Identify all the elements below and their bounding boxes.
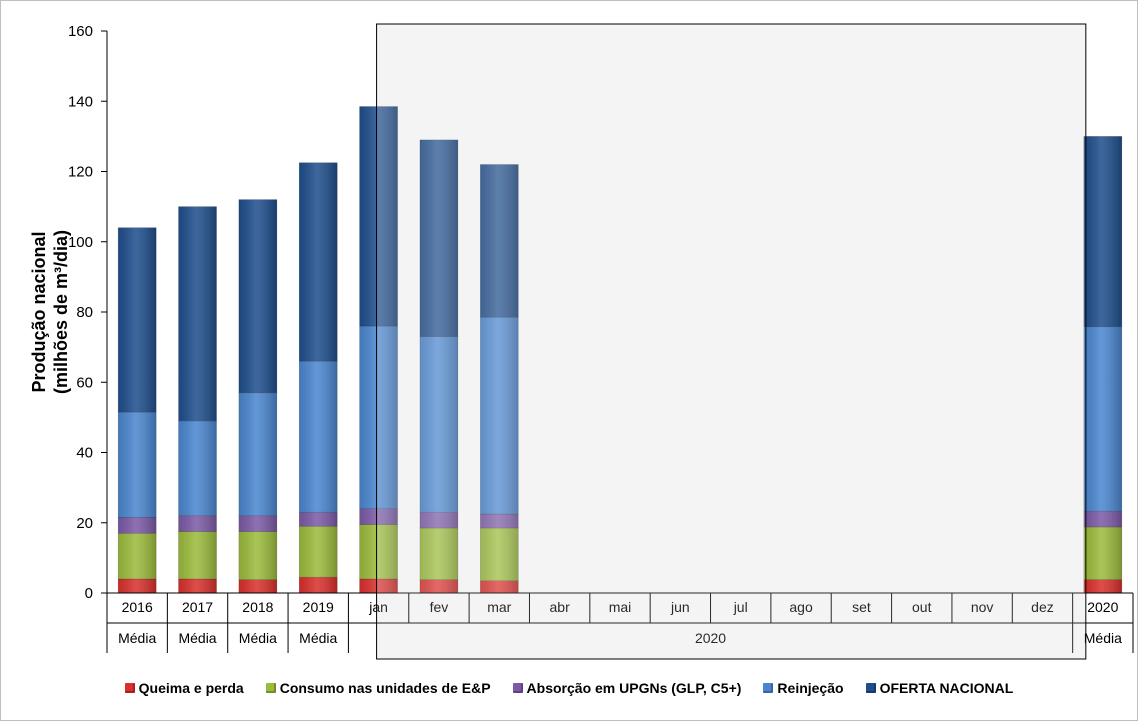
y-tick-label: 20 [76, 515, 93, 532]
y-axis-label-line-2: (milhões de m³/dia) [51, 230, 71, 394]
bar-segment-shade [480, 164, 519, 318]
group-label-6: Média [1084, 630, 1122, 646]
x-tick-label-jul: jul [733, 599, 748, 615]
bar-segment-shade [178, 206, 217, 421]
x-tick-label-ago: ago [789, 599, 813, 615]
bar-segment-shade [1083, 526, 1122, 580]
bar-segment-shade [299, 577, 338, 593]
legend-swatch [865, 683, 876, 693]
bar-segment-shade [299, 512, 338, 527]
bar-segment-shade [359, 326, 398, 509]
bar-segment-shade [419, 336, 458, 513]
x-tick-label-jun: jun [670, 599, 690, 615]
y-tick-label: 120 [68, 164, 93, 181]
bar-segment-shade [419, 512, 458, 529]
bar-segment-shade [359, 106, 398, 327]
legend-label: Reinjeção [777, 680, 844, 696]
group-label-5: 2020 [695, 630, 726, 646]
legend-item-3: Absorção em UPGNs (GLP, C5+) [512, 680, 742, 696]
chart-legend: Queima e perda Consumo nas unidades de E&… [0, 676, 1138, 700]
bar-segment-shade [238, 199, 277, 393]
legend-item-1: Queima e perda [124, 680, 244, 696]
bar-segment-shade [118, 227, 157, 413]
y-tick-label: 60 [76, 374, 93, 391]
legend-swatch [124, 683, 135, 693]
x-tick-label-mai: mai [609, 599, 632, 615]
legend-label: OFERTA NACIONAL [879, 680, 1014, 696]
legend-item-2: Consumo nas unidades de E&P [265, 680, 491, 696]
bar-segment-shade [118, 517, 157, 534]
bar-segment-shade [238, 392, 277, 516]
y-tick-label: 40 [76, 445, 93, 462]
bar-segment-shade [1083, 579, 1122, 593]
y-tick-label: 80 [76, 304, 93, 321]
legend-label: Queima e perda [138, 680, 244, 696]
y-tick-label: 160 [68, 23, 93, 40]
x-tick-label-set: set [852, 599, 871, 615]
group-label-2: Média [178, 630, 216, 646]
bar-segment-shade [1083, 136, 1122, 327]
bar-segment-shade [118, 412, 157, 518]
bar-segment-shade [299, 162, 338, 362]
bar-segment-shade [299, 526, 338, 578]
x-tick-label-2018: 2018 [242, 599, 273, 615]
bar-segment-shade [480, 513, 519, 529]
x-tick-label-2016: 2016 [122, 599, 153, 615]
bar-segment-shade [359, 578, 398, 593]
bar-segment-shade [419, 579, 458, 593]
highlight-box [376, 23, 1087, 660]
bar-segment-shade [480, 580, 519, 593]
bar-segment-shade [480, 528, 519, 581]
bar-segment-shade [238, 531, 277, 580]
legend-swatch [512, 683, 523, 693]
y-tick-label: 140 [68, 93, 93, 110]
legend-item-4: Reinjeção [763, 680, 844, 696]
bar-segment-shade [178, 578, 217, 593]
y-tick-label: 0 [85, 585, 93, 602]
bar-segment-shade [118, 533, 157, 579]
x-tick-label-out: out [912, 599, 932, 615]
x-tick-label-2019: 2019 [303, 599, 334, 615]
x-tick-label-jan: jan [368, 599, 388, 615]
bar-segment-shade [359, 508, 398, 525]
x-tick-label-2020: 2020 [1087, 599, 1118, 615]
x-tick-label-mar: mar [487, 599, 511, 615]
bar-segment-shade [1083, 326, 1122, 512]
x-tick-label-fev: fev [430, 599, 449, 615]
bar-segment-shade [1083, 511, 1122, 527]
y-tick-label: 100 [68, 234, 93, 251]
bar-segment-shade [419, 528, 458, 580]
legend-label: Consumo nas unidades de E&P [279, 680, 491, 696]
x-tick-label-nov: nov [971, 599, 994, 615]
bar-segment-shade [299, 361, 338, 513]
y-axis-label-line-1: Produção nacional [29, 231, 49, 392]
legend-swatch [265, 683, 276, 693]
bar-segment-shade [238, 515, 277, 532]
group-label-4: Média [299, 630, 337, 646]
x-tick-label-dez: dez [1031, 599, 1054, 615]
group-label-1: Média [118, 630, 156, 646]
x-tick-label-abr: abr [550, 599, 571, 615]
bar-segment-shade [178, 420, 217, 516]
x-tick-label-2017: 2017 [182, 599, 213, 615]
bar-segment-shade [480, 317, 519, 514]
legend-item-5: OFERTA NACIONAL [865, 680, 1014, 696]
bar-segment-shade [178, 515, 217, 532]
legend-label: Absorção em UPGNs (GLP, C5+) [526, 680, 742, 696]
bar-segment-shade [419, 139, 458, 337]
bar-segment-shade [178, 531, 217, 579]
group-label-3: Média [239, 630, 277, 646]
bar-segment-shade [238, 579, 277, 593]
legend-swatch [763, 683, 774, 693]
bar-segment-shade [118, 578, 157, 593]
bar-segment-shade [359, 524, 398, 579]
